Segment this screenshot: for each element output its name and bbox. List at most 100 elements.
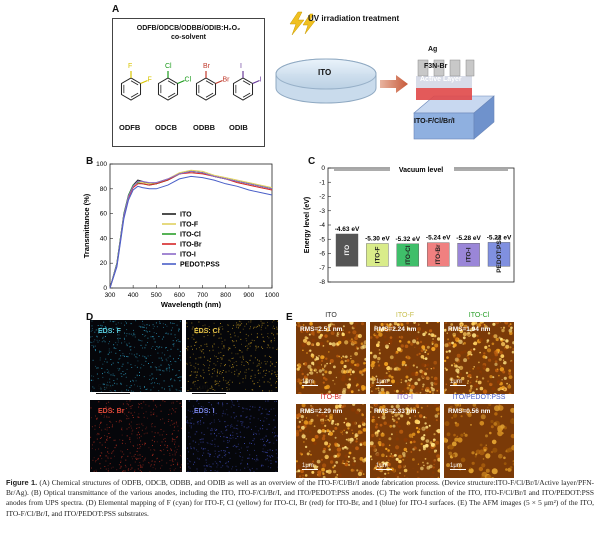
bar-0 bbox=[335, 233, 359, 267]
scale-bar-label: 1μm bbox=[302, 463, 314, 469]
afm-image: RMS=2.51 nm 1μm bbox=[296, 322, 366, 394]
eds-tile: EDS: Br bbox=[90, 400, 182, 472]
chem-name-odcb: ODCB bbox=[155, 123, 178, 132]
halogen-label: I bbox=[260, 77, 262, 84]
y-tick-label: -6 bbox=[319, 251, 325, 258]
bar-2 bbox=[396, 243, 420, 267]
panel-label-d: D bbox=[86, 312, 94, 323]
panel-label-b: B bbox=[86, 156, 94, 167]
layer-active-label: Active Layer bbox=[420, 76, 462, 83]
y-axis-label: Transmittance (%) bbox=[82, 193, 91, 258]
layer-f3n-label: F3N-Br bbox=[424, 63, 448, 70]
panel-label-a: A bbox=[112, 4, 120, 15]
bar-value-label: -4.63 eV bbox=[335, 226, 360, 233]
eds-tile: EDS: I bbox=[186, 400, 278, 472]
bar-value-label: -5.30 eV bbox=[365, 236, 390, 243]
x-tick-label: 300 bbox=[105, 292, 116, 299]
afm-title: ITO-F bbox=[395, 312, 415, 319]
y-tick-label: 40 bbox=[100, 235, 108, 242]
bar-3 bbox=[426, 242, 450, 267]
scale-bar bbox=[96, 393, 130, 394]
halogen-label: Cl bbox=[185, 77, 192, 84]
y-tick-label: -8 bbox=[319, 279, 325, 286]
chem-name-odib: ODIB bbox=[229, 123, 248, 132]
halogen-label: I bbox=[240, 63, 242, 70]
series-line-1 bbox=[109, 169, 273, 289]
halogen-label: Br bbox=[223, 77, 231, 84]
y-tick-label: -7 bbox=[319, 265, 325, 272]
y-tick-label: 0 bbox=[103, 285, 107, 292]
afm-image: RMS=0.56 nm 1μm bbox=[444, 404, 514, 478]
y-tick-label: 60 bbox=[100, 211, 108, 218]
caption-text: (A) Chemical structures of ODFB, ODCB, O… bbox=[6, 478, 594, 518]
halogen-label: F bbox=[148, 77, 152, 84]
scale-bar-label: 1μm bbox=[376, 463, 388, 469]
y-tick-label: 0 bbox=[321, 165, 325, 172]
bar-value-label: -5.24 eV bbox=[426, 235, 451, 242]
legend-label: ITO-Br bbox=[180, 242, 202, 249]
lightning-icon bbox=[289, 11, 316, 36]
chemical-structures-box: ODFB/ODCB/ODBB/ODIB:H₂O₂ co-solvent F F Cl… bbox=[112, 18, 265, 147]
figure-label: Figure 1. bbox=[6, 478, 38, 487]
chem-name-odbb: ODBB bbox=[193, 123, 216, 132]
legend-label: ITO bbox=[180, 212, 192, 219]
y-tick-label: -3 bbox=[319, 208, 325, 215]
bar-1 bbox=[366, 243, 389, 267]
legend-label: ITO-I bbox=[180, 252, 196, 259]
scale-bar-label: 1μm bbox=[376, 379, 388, 385]
process-arrow bbox=[380, 75, 408, 93]
y-tick-label: 20 bbox=[100, 260, 108, 267]
eds-label: EDS: I bbox=[194, 408, 215, 415]
eds-label: EDS: Cl bbox=[194, 328, 220, 335]
x-tick-label: 400 bbox=[128, 292, 139, 299]
energy-level-chart: 0 -1 -2 -3 -4 -5 -6 -7 -8 Energy level (eV) Vacuum… bbox=[304, 163, 515, 286]
legend-label: ITO-F bbox=[180, 222, 199, 229]
rms-label: RMS=1.94 nm bbox=[448, 326, 491, 333]
scale-bar-label: 1μm bbox=[450, 463, 462, 469]
panel-label-c: C bbox=[308, 156, 316, 167]
afm-image: RMS=2.33 nm 1μm bbox=[370, 404, 440, 478]
bar-5 bbox=[487, 242, 511, 267]
scale-bar bbox=[192, 393, 226, 394]
uv-label: UV irradiation treatment bbox=[308, 14, 400, 23]
bar-value-label: -5.22 eV bbox=[487, 234, 512, 241]
bar-category-label: ITO bbox=[344, 245, 351, 256]
x-tick-label: 900 bbox=[243, 292, 254, 299]
bar-category-label: ITO-I bbox=[466, 247, 473, 262]
legend-label: PEDOT:PSS bbox=[180, 262, 220, 269]
scale-bar bbox=[302, 469, 318, 470]
legend-label: ITO-Cl bbox=[180, 232, 201, 239]
x-tick-label: 700 bbox=[197, 292, 208, 299]
bar-category-label: ITO-Br bbox=[435, 244, 442, 265]
y-tick-label: -1 bbox=[319, 179, 325, 186]
scale-bar-label: 1μm bbox=[450, 379, 462, 385]
benzene-ring bbox=[232, 77, 254, 101]
bar-category-label: PEDOT:PSS bbox=[496, 235, 503, 273]
benzene-structures: F F Cl Cl Br Br I I bbox=[120, 63, 262, 101]
vacuum-label-bg bbox=[390, 163, 454, 173]
afm-title: ITO/PEDOT:PSS bbox=[452, 394, 506, 401]
y-tick-label: -5 bbox=[319, 236, 325, 243]
halogen-label: Br bbox=[203, 63, 211, 70]
y-tick-label: -2 bbox=[319, 194, 325, 201]
afm-title: ITO bbox=[325, 312, 337, 319]
scale-bar-label: 1μm bbox=[302, 379, 314, 385]
y-tick-label: -4 bbox=[319, 222, 325, 229]
scale-bar-label: 5 μm bbox=[194, 384, 209, 391]
y-axis-label: Energy level (eV) bbox=[304, 197, 311, 253]
eds-label: EDS: F bbox=[98, 328, 121, 335]
benzene-ring bbox=[157, 77, 179, 101]
bar-category-label: ITO-F bbox=[374, 246, 381, 263]
y-tick-label: 100 bbox=[96, 161, 107, 168]
afm-title: ITO-I bbox=[397, 394, 413, 401]
scale-bar bbox=[376, 469, 392, 470]
afm-image: RMS=1.94 nm 1μm bbox=[444, 322, 514, 394]
eds-tile: EDS: F bbox=[90, 320, 182, 392]
series-line-5 bbox=[109, 175, 273, 289]
dish-label: ITO bbox=[318, 68, 332, 77]
y-tick-label: 80 bbox=[100, 186, 108, 193]
afm-image: RMS=2.24 nm 1μm bbox=[370, 322, 440, 394]
x-tick-label: 1000 bbox=[265, 292, 280, 299]
halogen-label: F bbox=[128, 63, 132, 70]
fabrication-schematic bbox=[275, 11, 495, 140]
